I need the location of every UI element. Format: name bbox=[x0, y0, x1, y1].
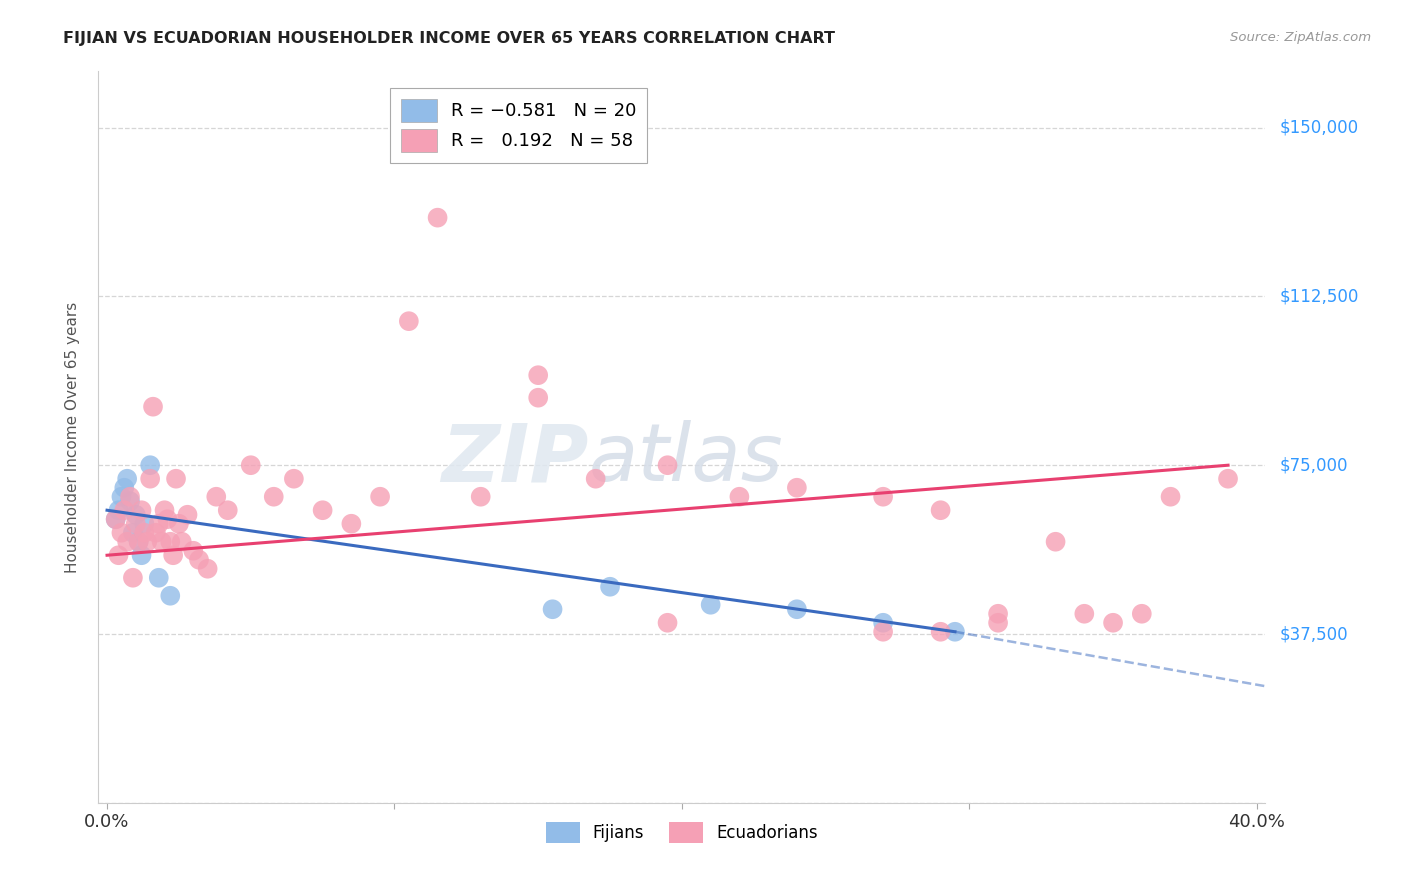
Legend: Fijians, Ecuadorians: Fijians, Ecuadorians bbox=[540, 815, 824, 849]
Point bbox=[1045, 534, 1067, 549]
Point bbox=[181, 543, 204, 558]
Point bbox=[104, 512, 127, 526]
Point bbox=[131, 503, 153, 517]
Point bbox=[728, 490, 751, 504]
Point bbox=[786, 481, 808, 495]
Point bbox=[699, 598, 721, 612]
Point bbox=[122, 571, 145, 585]
Text: $37,500: $37,500 bbox=[1279, 625, 1348, 643]
Point bbox=[148, 516, 170, 531]
Point bbox=[283, 472, 305, 486]
Point bbox=[118, 490, 141, 504]
Point bbox=[110, 525, 132, 540]
Text: $75,000: $75,000 bbox=[1279, 456, 1348, 475]
Point bbox=[786, 602, 808, 616]
Point bbox=[585, 472, 607, 486]
Point bbox=[527, 368, 550, 383]
Point bbox=[1102, 615, 1125, 630]
Text: $112,500: $112,500 bbox=[1279, 287, 1358, 305]
Point bbox=[217, 503, 239, 517]
Point bbox=[150, 534, 173, 549]
Point bbox=[159, 589, 181, 603]
Point bbox=[1130, 607, 1153, 621]
Point bbox=[197, 562, 219, 576]
Point bbox=[872, 624, 894, 639]
Point bbox=[657, 458, 679, 473]
Text: FIJIAN VS ECUADORIAN HOUSEHOLDER INCOME OVER 65 YEARS CORRELATION CHART: FIJIAN VS ECUADORIAN HOUSEHOLDER INCOME … bbox=[63, 31, 835, 46]
Point bbox=[134, 516, 156, 531]
Point bbox=[153, 503, 176, 517]
Point bbox=[1160, 490, 1182, 504]
Point bbox=[167, 516, 190, 531]
Point bbox=[112, 503, 135, 517]
Point bbox=[311, 503, 333, 517]
Point bbox=[118, 494, 141, 508]
Point bbox=[110, 490, 132, 504]
Point bbox=[239, 458, 262, 473]
Point bbox=[142, 400, 165, 414]
Point bbox=[872, 615, 894, 630]
Point bbox=[987, 615, 1010, 630]
Point bbox=[107, 548, 129, 562]
Point bbox=[987, 607, 1010, 621]
Point bbox=[125, 508, 148, 522]
Y-axis label: Householder Income Over 65 years: Householder Income Over 65 years bbox=[65, 301, 80, 573]
Text: Source: ZipAtlas.com: Source: ZipAtlas.com bbox=[1230, 31, 1371, 45]
Point bbox=[1216, 472, 1239, 486]
Point bbox=[263, 490, 285, 504]
Text: ZIP: ZIP bbox=[441, 420, 589, 498]
Point bbox=[134, 525, 156, 540]
Point bbox=[125, 516, 148, 531]
Point bbox=[929, 624, 952, 639]
Point bbox=[115, 472, 138, 486]
Point bbox=[128, 534, 150, 549]
Point bbox=[176, 508, 198, 522]
Point bbox=[131, 548, 153, 562]
Point bbox=[115, 534, 138, 549]
Point bbox=[1073, 607, 1095, 621]
Point bbox=[426, 211, 449, 225]
Point bbox=[159, 534, 181, 549]
Point bbox=[122, 525, 145, 540]
Point bbox=[188, 553, 211, 567]
Point bbox=[340, 516, 363, 531]
Point bbox=[107, 503, 129, 517]
Point bbox=[128, 534, 150, 549]
Point bbox=[527, 391, 550, 405]
Point bbox=[156, 512, 179, 526]
Text: $150,000: $150,000 bbox=[1279, 119, 1358, 136]
Point bbox=[139, 458, 162, 473]
Point bbox=[170, 534, 193, 549]
Point bbox=[112, 481, 135, 495]
Point bbox=[205, 490, 228, 504]
Point bbox=[872, 490, 894, 504]
Point bbox=[929, 503, 952, 517]
Point bbox=[943, 624, 966, 639]
Text: atlas: atlas bbox=[589, 420, 783, 498]
Point bbox=[145, 525, 167, 540]
Point bbox=[136, 534, 159, 549]
Point bbox=[139, 472, 162, 486]
Point bbox=[541, 602, 564, 616]
Point bbox=[148, 571, 170, 585]
Point bbox=[398, 314, 420, 328]
Point bbox=[657, 615, 679, 630]
Point bbox=[162, 548, 184, 562]
Point bbox=[104, 512, 127, 526]
Point bbox=[599, 580, 621, 594]
Point bbox=[470, 490, 492, 504]
Point bbox=[368, 490, 391, 504]
Point bbox=[165, 472, 187, 486]
